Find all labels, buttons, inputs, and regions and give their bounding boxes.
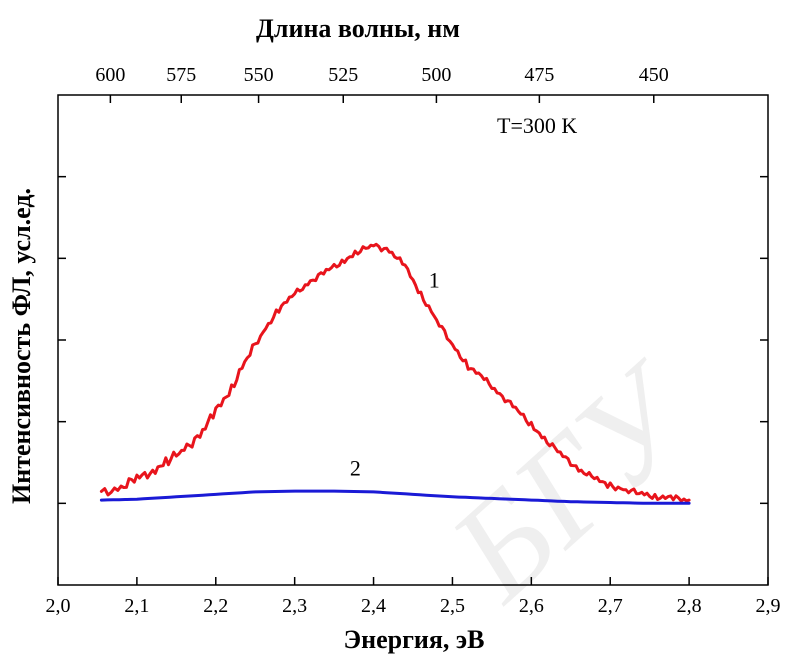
x-tick-label: 2,3	[282, 595, 307, 617]
left-axis-ticks	[58, 175, 66, 505]
y-axis-title: Интенсивность ФЛ, усл.ед.	[7, 188, 36, 504]
x-tick-label: 2,9	[756, 595, 781, 617]
right-axis-ticks	[760, 175, 768, 505]
series-line-1	[99, 242, 691, 503]
x-tick-label: 2,4	[361, 595, 386, 617]
top-tick-label: 575	[166, 64, 196, 86]
top-tick-label: 600	[95, 64, 125, 86]
series-line-2	[99, 489, 691, 505]
top-tick-label: 475	[524, 64, 554, 86]
x-tick-label: 2,1	[124, 595, 149, 617]
top-axis-title: Длина волны, нм	[256, 14, 460, 43]
x-tick-label: 2,6	[519, 595, 544, 617]
x-tick-label: 2,5	[440, 595, 465, 617]
top-tick-label: 500	[421, 64, 451, 86]
bottom-axis-ticks: 2,0 2,1 2,2 2,3 2,4 2,5 2,6 2,7 2,8 2,9	[46, 577, 781, 617]
x-tick-label: 2,8	[677, 595, 702, 617]
x-tick-label: 2,0	[46, 595, 71, 617]
series-curves	[99, 242, 691, 505]
series-label: 1	[429, 268, 440, 293]
x-tick-label: 2,2	[203, 595, 228, 617]
x-axis-title: Энергия, эВ	[343, 625, 484, 654]
top-axis-ticks: 600 575 550 525 500 475 450	[95, 64, 669, 103]
series-labels: 12	[350, 268, 440, 481]
top-tick-label: 525	[328, 64, 358, 86]
temperature-annotation: T=300 K	[497, 113, 577, 138]
series-label: 2	[350, 456, 361, 481]
x-tick-label: 2,7	[598, 595, 623, 617]
top-tick-label: 550	[244, 64, 274, 86]
plot-frame	[57, 94, 769, 586]
top-tick-label: 450	[639, 64, 669, 86]
